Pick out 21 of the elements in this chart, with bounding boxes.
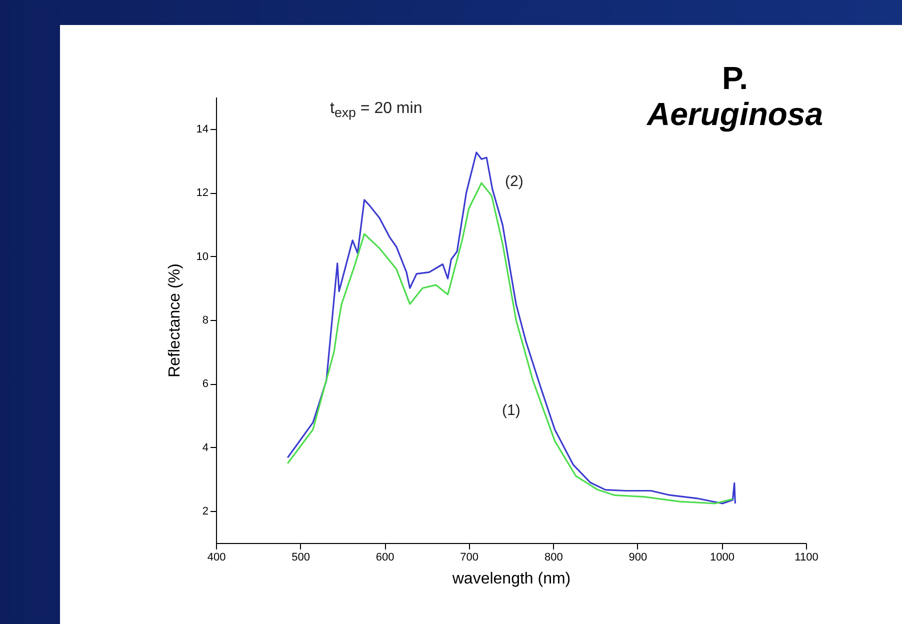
y-tick-label: 6 [202, 378, 208, 390]
x-tick-label: 1100 [794, 552, 818, 564]
y-tick-label: 8 [202, 314, 208, 326]
series-label: (2) [505, 173, 524, 190]
x-tick-label: 800 [544, 552, 563, 564]
x-tick-label: 700 [460, 552, 479, 564]
series-label: (1) [502, 402, 520, 419]
x-tick-label: 900 [628, 552, 648, 564]
annotation: t$_{exp}$ = 20 min [330, 100, 422, 120]
y-axis-title: Reflectance (%) [166, 264, 184, 378]
y-tick-label: 2 [202, 506, 208, 518]
x-tick-label: 500 [292, 552, 310, 564]
y-tick-label: 4 [202, 442, 208, 454]
x-axis-title: wavelength (nm) [451, 570, 571, 588]
y-tick-label: 10 [196, 250, 208, 263]
chart-title: P. Aeruginosa [646, 60, 824, 132]
x-tick-label: 600 [376, 552, 394, 564]
x-tick-label: 1000 [710, 552, 734, 564]
y-tick-label: 14 [196, 123, 208, 136]
x-tick-label: 400 [207, 552, 226, 564]
y-tick-label: 12 [196, 187, 208, 200]
